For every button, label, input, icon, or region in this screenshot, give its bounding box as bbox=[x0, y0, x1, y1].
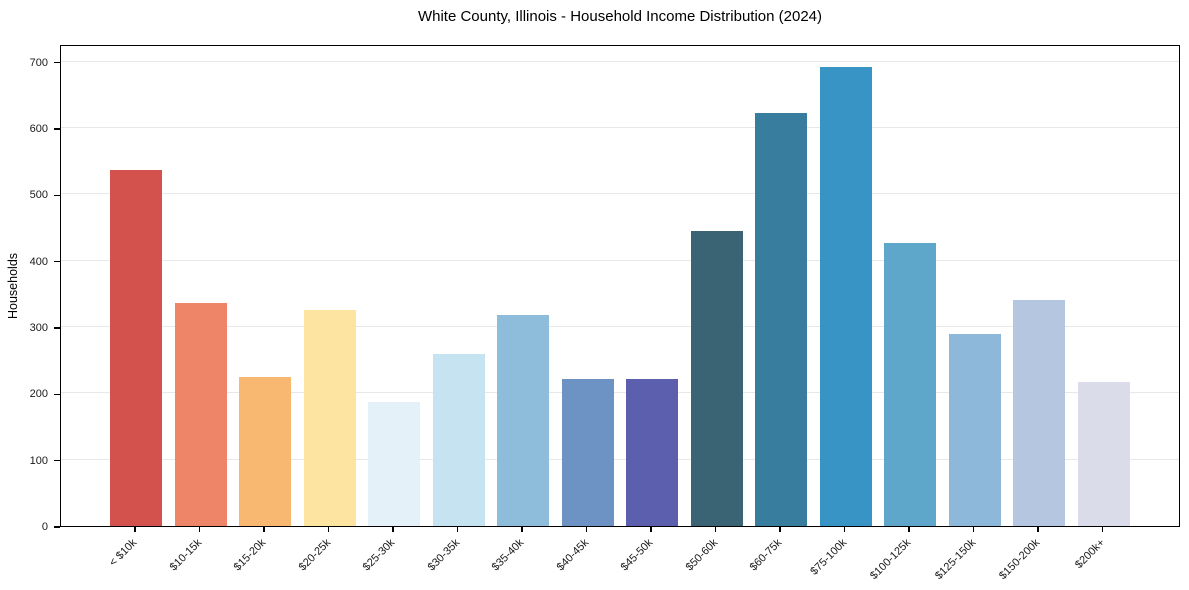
y-tick-mark bbox=[54, 393, 60, 395]
x-tick-mark bbox=[392, 527, 394, 532]
x-tick-mark bbox=[843, 527, 846, 532]
y-tick-label: 700 bbox=[29, 56, 48, 69]
bar bbox=[690, 230, 743, 526]
bar bbox=[497, 315, 549, 526]
y-tick-mark bbox=[54, 128, 60, 130]
y-tick-mark bbox=[54, 62, 60, 64]
gridline bbox=[61, 392, 1179, 394]
x-tick-mark bbox=[585, 527, 588, 532]
x-tick-mark bbox=[1101, 527, 1104, 532]
x-tick-mark bbox=[198, 527, 201, 532]
y-tick-mark bbox=[54, 459, 60, 462]
x-tick-mark bbox=[650, 527, 652, 532]
x-tick-mark bbox=[263, 527, 265, 532]
x-tick-mark bbox=[714, 527, 717, 532]
y-tick-label: 200 bbox=[29, 388, 48, 401]
chart-title: White County, Illinois - Household Incom… bbox=[417, 8, 823, 25]
y-tick-label: 0 bbox=[41, 521, 48, 533]
gridline bbox=[61, 60, 1179, 62]
x-tick-mark bbox=[1037, 527, 1039, 532]
y-tick-label: 500 bbox=[29, 189, 48, 202]
bar bbox=[1013, 299, 1065, 526]
y-tick-mark bbox=[54, 327, 60, 329]
y-tick-mark bbox=[54, 261, 60, 263]
x-tick-mark bbox=[134, 527, 136, 532]
y-tick-label: 600 bbox=[29, 123, 48, 136]
bar bbox=[174, 302, 227, 526]
gridline bbox=[61, 326, 1179, 328]
y-axis: 0 100 200 300 400 500 600 700 bbox=[0, 45, 60, 533]
bar bbox=[948, 334, 1001, 526]
gridline bbox=[61, 458, 1179, 460]
x-tick-mark bbox=[456, 527, 459, 532]
x-axis: < $10k $10-15k $15-20k $20-25k $25-30k $30-35… bbox=[60, 527, 1180, 590]
bar bbox=[368, 402, 420, 526]
x-tick-mark bbox=[521, 527, 523, 532]
bar bbox=[110, 169, 162, 526]
y-tick-label: 100 bbox=[29, 454, 48, 467]
bar bbox=[755, 112, 807, 526]
x-tick-mark bbox=[908, 527, 910, 532]
x-tick-mark bbox=[972, 527, 975, 532]
bar bbox=[239, 377, 291, 526]
bar bbox=[1077, 382, 1130, 526]
bar bbox=[561, 378, 614, 526]
y-tick-mark bbox=[54, 526, 60, 528]
y-tick-mark bbox=[54, 194, 60, 196]
bar bbox=[819, 66, 872, 526]
gridline bbox=[61, 259, 1179, 261]
y-tick-label: 400 bbox=[29, 255, 48, 268]
bar bbox=[884, 242, 936, 526]
x-tick-mark bbox=[779, 527, 781, 532]
bar bbox=[432, 353, 485, 526]
bar bbox=[626, 379, 678, 526]
plot-area bbox=[60, 45, 1180, 527]
gridline bbox=[61, 193, 1179, 195]
bar bbox=[303, 309, 356, 526]
gridline bbox=[61, 127, 1179, 129]
y-tick-label: 300 bbox=[29, 322, 48, 335]
x-tick-mark bbox=[327, 527, 330, 532]
x-tick-label: < $10k bbox=[107, 536, 140, 569]
